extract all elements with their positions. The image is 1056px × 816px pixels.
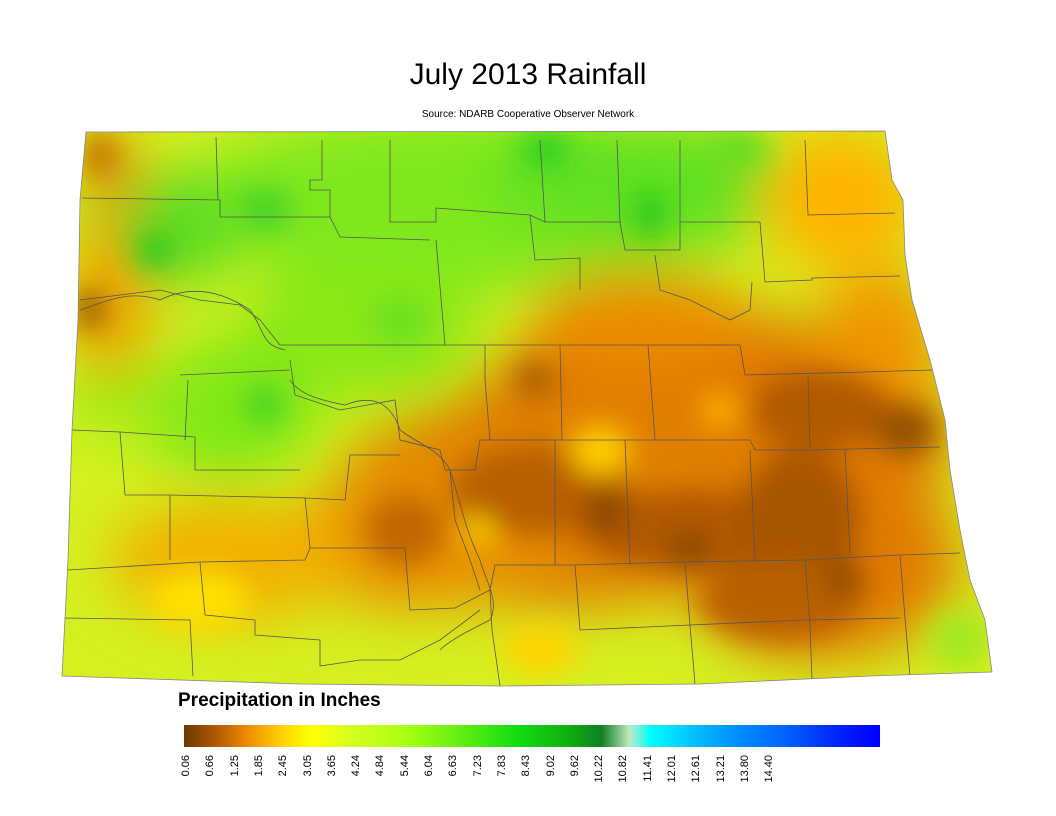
state-outline xyxy=(61,130,993,687)
legend-tick-label: 6.63 xyxy=(447,755,460,777)
legend-tick-label: 1.25 xyxy=(228,755,241,777)
legend-tick-label: 3.05 xyxy=(301,755,314,777)
legend-tick-label: 12.61 xyxy=(690,755,703,783)
county-borders xyxy=(62,136,961,686)
legend-tick-label: 4.84 xyxy=(374,755,387,777)
legend-tick-label: 8.43 xyxy=(520,755,533,777)
legend-tick-label: 0.06 xyxy=(180,755,192,777)
map-source: Source: NDARB Cooperative Observer Netwo… xyxy=(421,109,635,120)
legend-tick-label: 10.22 xyxy=(593,755,606,783)
legend-tick-label: 13.80 xyxy=(738,755,751,783)
legend-tick-label: 14.40 xyxy=(763,755,776,783)
legend-tick-label: 3.65 xyxy=(325,755,338,777)
legend-tick-label: 2.45 xyxy=(277,755,290,777)
legend-tick-label: 10.82 xyxy=(617,755,630,783)
legend-tick-label: 1.85 xyxy=(252,755,265,777)
legend-tick-label: 9.62 xyxy=(568,755,581,777)
legend-tick-label: 12.01 xyxy=(666,755,678,783)
legend-tick-labels: 0.06 0.66 1.25 1.85 2.45 3.05 3.65 4.24 4.84 5.44… xyxy=(180,755,880,795)
legend-tick-label: 0.66 xyxy=(204,755,217,777)
legend-color-bar xyxy=(184,725,880,747)
legend-tick-label: 4.24 xyxy=(350,755,363,777)
legend-tick-label: 7.83 xyxy=(495,755,508,777)
legend-tick-label: 6.04 xyxy=(423,755,435,777)
legend-tick-label: 7.23 xyxy=(471,755,484,777)
legend-title: Precipitation in Inches xyxy=(178,690,381,711)
legend-tick-label: 13.21 xyxy=(714,755,727,783)
map-title: July 2013 Rainfall xyxy=(409,58,647,91)
legend-tick-label: 5.44 xyxy=(398,755,411,777)
rainfall-map xyxy=(61,130,993,687)
legend-tick-label: 9.02 xyxy=(544,755,557,777)
legend-tick-label: 11.41 xyxy=(641,755,654,782)
